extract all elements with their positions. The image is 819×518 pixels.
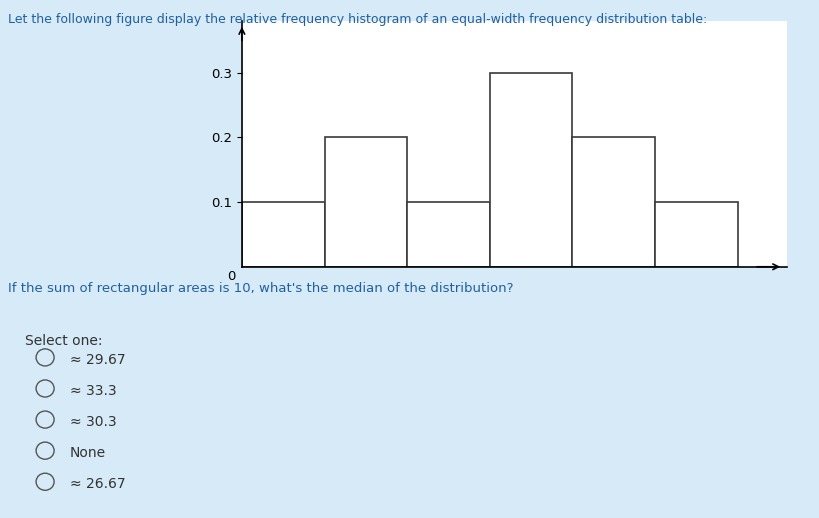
Text: Select one:: Select one: xyxy=(25,334,102,348)
Bar xyxy=(324,137,407,267)
Text: ≈ 30.3: ≈ 30.3 xyxy=(70,415,116,429)
Bar xyxy=(242,202,324,267)
Bar xyxy=(572,137,654,267)
Text: Let the following figure display the relative frequency histogram of an equal-wi: Let the following figure display the rel… xyxy=(8,13,707,26)
Bar xyxy=(654,202,737,267)
Bar xyxy=(407,202,489,267)
Text: ≈ 26.67: ≈ 26.67 xyxy=(70,477,125,492)
Bar xyxy=(489,73,572,267)
Text: ≈ 29.67: ≈ 29.67 xyxy=(70,353,125,367)
Text: 0: 0 xyxy=(227,270,235,283)
Text: ≈ 33.3: ≈ 33.3 xyxy=(70,384,116,398)
Text: None: None xyxy=(70,446,106,461)
Text: If the sum of rectangular areas is 10, what's the median of the distribution?: If the sum of rectangular areas is 10, w… xyxy=(8,282,513,295)
